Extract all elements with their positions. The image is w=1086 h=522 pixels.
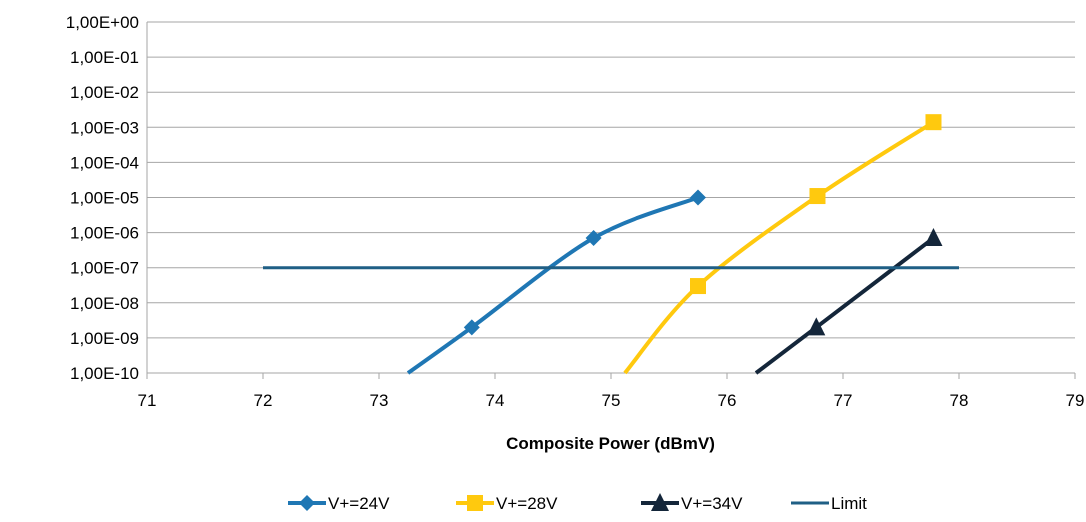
legend: V+=24V V+=28V V+=34V Limit	[288, 493, 867, 513]
x-tick-label: 73	[370, 391, 389, 410]
y-tick-label: 1,00E+00	[66, 13, 139, 32]
legend-item: V+=24V	[288, 494, 390, 513]
x-tick-labels: 71 72 73 74 75 76 77 78 79	[138, 373, 1085, 410]
x-tick-label: 74	[486, 391, 505, 410]
y-tick-label: 1,00E-05	[70, 189, 139, 208]
x-tick-label: 78	[950, 391, 969, 410]
x-axis-title: Composite Power (dBmV)	[506, 434, 715, 453]
y-tick-label: 1,00E-02	[70, 83, 139, 102]
data-point-square-marker	[809, 188, 826, 205]
x-tick-label: 76	[718, 391, 737, 410]
x-tick-label: 79	[1066, 391, 1085, 410]
x-tick-label: 71	[138, 391, 157, 410]
data-point-square-marker	[925, 114, 942, 131]
y-tick-label: 1,00E-06	[70, 224, 139, 243]
legend-label: Limit	[831, 494, 867, 513]
gridlines	[146, 21, 1075, 374]
legend-item: Limit	[791, 494, 867, 513]
legend-square-marker	[467, 495, 483, 511]
series-v-34v	[754, 228, 943, 375]
legend-triangle-marker	[651, 493, 669, 511]
y-tick-label: 1,00E-10	[70, 364, 139, 383]
y-tick-label: 1,00E-09	[70, 329, 139, 348]
x-tick-label: 75	[602, 391, 621, 410]
legend-label: V+=34V	[681, 494, 743, 513]
legend-item: V+=34V	[641, 493, 743, 513]
data-point-diamond-marker	[463, 319, 480, 336]
y-tick-label: 1,00E-04	[70, 153, 139, 172]
data-point-diamond-marker	[690, 189, 706, 206]
data-point-triangle-marker	[924, 228, 943, 247]
series-line	[754, 236, 935, 375]
y-tick-label: 1,00E-07	[70, 259, 139, 278]
series-line	[406, 195, 699, 375]
y-tick-labels: 1,00E+00 1,00E-01 1,00E-02 1,00E-03 1,00E-04…	[66, 13, 139, 383]
y-tick-label: 1,00E-03	[70, 118, 139, 137]
x-tick-label: 72	[254, 391, 273, 410]
y-tick-label: 1,00E-08	[70, 294, 139, 313]
legend-label: V+=24V	[328, 494, 390, 513]
legend-diamond-marker	[299, 495, 315, 511]
data-point-triangle-marker	[807, 317, 826, 336]
x-tick-label: 77	[834, 391, 853, 410]
series-line	[623, 120, 935, 375]
series-v-28v	[623, 114, 942, 375]
y-tick-label: 1,00E-01	[70, 48, 139, 67]
data-point-diamond-marker	[585, 230, 602, 247]
data-point-square-marker	[690, 278, 706, 295]
legend-label: V+=28V	[496, 494, 558, 513]
series-v-24v	[406, 189, 706, 375]
series-lines	[263, 114, 959, 375]
legend-item: V+=28V	[456, 494, 558, 513]
